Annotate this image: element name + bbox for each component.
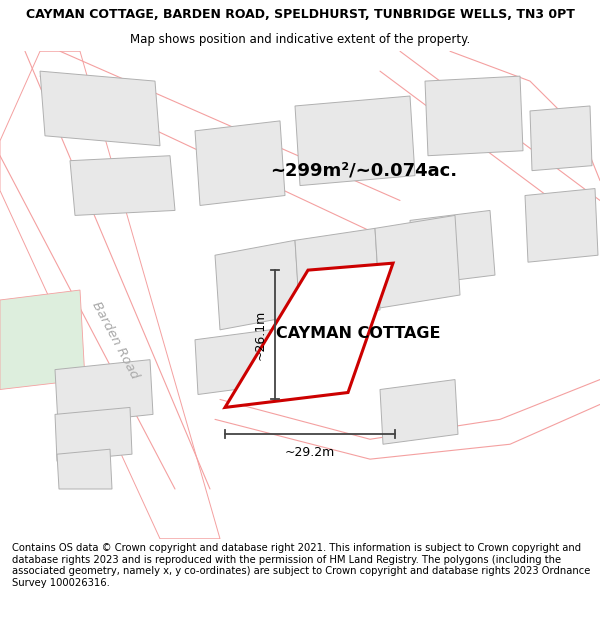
Polygon shape — [525, 189, 598, 262]
Text: CAYMAN COTTAGE, BARDEN ROAD, SPELDHURST, TUNBRIDGE WELLS, TN3 0PT: CAYMAN COTTAGE, BARDEN ROAD, SPELDHURST,… — [26, 8, 574, 21]
Polygon shape — [380, 379, 458, 444]
Polygon shape — [0, 290, 85, 389]
Text: ~29.2m: ~29.2m — [285, 446, 335, 459]
Text: CAYMAN COTTAGE: CAYMAN COTTAGE — [276, 326, 441, 341]
Polygon shape — [40, 71, 160, 146]
Polygon shape — [195, 121, 285, 206]
Polygon shape — [55, 359, 153, 424]
Polygon shape — [0, 51, 220, 539]
Polygon shape — [225, 263, 393, 408]
Text: ~299m²/~0.074ac.: ~299m²/~0.074ac. — [270, 162, 457, 179]
Polygon shape — [70, 156, 175, 216]
Polygon shape — [425, 76, 523, 156]
Polygon shape — [55, 408, 132, 461]
Text: Contains OS data © Crown copyright and database right 2021. This information is : Contains OS data © Crown copyright and d… — [12, 543, 590, 588]
Polygon shape — [195, 330, 273, 394]
Polygon shape — [530, 106, 592, 171]
Polygon shape — [295, 96, 415, 186]
Text: ~26.1m: ~26.1m — [254, 309, 267, 360]
Polygon shape — [410, 211, 495, 285]
Polygon shape — [57, 449, 112, 489]
Polygon shape — [375, 216, 460, 308]
Text: Map shows position and indicative extent of the property.: Map shows position and indicative extent… — [130, 34, 470, 46]
Text: Barden Road: Barden Road — [89, 299, 141, 381]
Polygon shape — [270, 320, 348, 384]
Polygon shape — [215, 240, 300, 330]
Polygon shape — [295, 228, 380, 322]
